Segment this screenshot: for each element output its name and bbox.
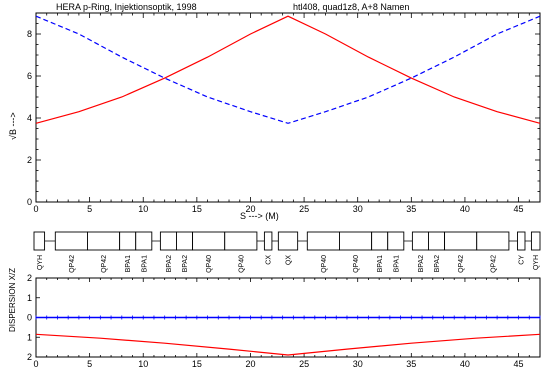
dispersion-plot-ytick-label: 0 <box>27 313 32 323</box>
lattice-element <box>135 231 153 251</box>
beta-plot-ylabel: √B ---> <box>8 112 18 140</box>
lattice-element-label: BPA1 <box>377 255 384 272</box>
beta-plot-xtick-label: 15 <box>192 204 202 214</box>
lattice-element <box>33 231 46 251</box>
lattice-element-label: QX <box>286 255 293 265</box>
lattice-element <box>530 231 541 251</box>
lattice-element-label: QP42 <box>490 255 497 273</box>
dispersion-plot-xtick-label: 40 <box>460 359 470 369</box>
lattice-element-label: BPA2 <box>166 255 173 272</box>
beta-plot-xtick-label: 10 <box>138 204 148 214</box>
dispersion-plot-ytick-label: 1 <box>27 332 32 342</box>
lattice-element <box>387 231 405 251</box>
lattice-element-label: QP42 <box>458 255 465 273</box>
beta-plot: 0 5 10 15 20 25 30 35 40 45 0 2 4 6 8 <box>27 12 541 214</box>
dispersion-plot-xtick-label: 30 <box>353 359 363 369</box>
lattice-element-label: QP40 <box>353 255 360 273</box>
header-left: HERA p-Ring, Injektionsoptik, 1998 <box>56 2 197 12</box>
lattice-element <box>411 231 429 251</box>
dispersion-plot-series-1 <box>35 333 541 356</box>
lattice-element-label: QP40 <box>238 255 245 273</box>
lattice-element <box>428 231 446 251</box>
lattice-element <box>371 231 389 251</box>
beta-plot-xlabel: S ---> (M) <box>240 211 279 221</box>
lattice-element-label: BPA1 <box>141 255 148 272</box>
beta-plot-xtick-label: 5 <box>87 204 92 214</box>
dispersion-plot-xtick-label: 20 <box>245 359 255 369</box>
dispersion-plot-ytick-label: 1 <box>27 293 32 303</box>
lattice-element-label: BPA2 <box>434 255 441 272</box>
dispersion-plot-xtick-label: 35 <box>406 359 416 369</box>
beta-plot-xtick-label: 25 <box>299 204 309 214</box>
beta-plot-xtick-label: 40 <box>460 204 470 214</box>
lattice-element-label: CY <box>519 255 526 265</box>
dispersion-plot-xtick-label: 45 <box>514 359 524 369</box>
beta-plot-series-1 <box>35 15 541 124</box>
dispersion-plot-ytick-label: 2 <box>27 352 32 362</box>
lattice-element <box>192 231 226 251</box>
lattice-element <box>54 231 88 251</box>
beta-plot-xtick-label: 35 <box>406 204 416 214</box>
dispersion-plot-xtick-label: 25 <box>299 359 309 369</box>
lattice-element-label: BPA1 <box>125 255 132 272</box>
dispersion-plot-ylabel: DISPERSION X/Z <box>8 268 17 332</box>
beta-plot-ytick-label: 0 <box>27 197 32 207</box>
dispersion-plot-xtick-label: 5 <box>87 359 92 369</box>
beta-plot-xtick-label: 20 <box>245 204 255 214</box>
dispersion-plot-xtick-label: 0 <box>33 359 38 369</box>
lattice-element <box>444 231 478 251</box>
lattice-element <box>224 231 258 251</box>
beta-plot-xtick-label: 0 <box>33 204 38 214</box>
lattice-element-label: QYH <box>533 255 540 270</box>
lattice-element <box>476 231 510 251</box>
lattice-element-label: BPA2 <box>182 255 189 272</box>
lattice-element-label: QYH <box>37 255 44 270</box>
lattice-element <box>119 231 137 251</box>
lattice-element <box>306 231 340 251</box>
beta-plot-xtick-label: 45 <box>514 204 524 214</box>
lattice-element-label: QP42 <box>101 255 108 273</box>
beta-plot-frame <box>35 12 541 203</box>
beta-plot-series-0 <box>35 15 541 124</box>
lattice-element <box>159 231 177 251</box>
lattice-element-label: CX <box>266 255 273 265</box>
beta-plot-ytick-label: 4 <box>27 113 32 123</box>
lattice-element <box>517 231 526 251</box>
beta-plot-xtick-label: 30 <box>353 204 363 214</box>
magnet-lattice: QYH QP42 QP42 BPA1 BPA1 BPA2 BPA2 QP40 QP40 CX QX Q… <box>33 231 541 273</box>
lattice-element-label: QP42 <box>69 255 76 273</box>
header-right: htl408, quad1z8, A+8 Namen <box>293 2 409 12</box>
lattice-element-label: QP40 <box>321 255 328 273</box>
lattice-element-label: BPA1 <box>393 255 400 272</box>
lattice-element <box>176 231 194 251</box>
dispersion-plot-xtick-label: 10 <box>138 359 148 369</box>
lattice-element-label: BPA2 <box>418 255 425 272</box>
lattice-element <box>87 231 121 251</box>
beta-plot-ytick-label: 8 <box>27 29 32 39</box>
lattice-element <box>277 231 299 251</box>
lattice-element <box>263 231 273 251</box>
lattice-element <box>339 231 373 251</box>
dispersion-plot-ytick-label: 2 <box>27 273 32 283</box>
beta-plot-ytick-label: 2 <box>27 155 32 165</box>
dispersion-plot-xtick-label: 15 <box>192 359 202 369</box>
lattice-element-label: QP40 <box>206 255 213 273</box>
beta-plot-ytick-label: 6 <box>27 71 32 81</box>
